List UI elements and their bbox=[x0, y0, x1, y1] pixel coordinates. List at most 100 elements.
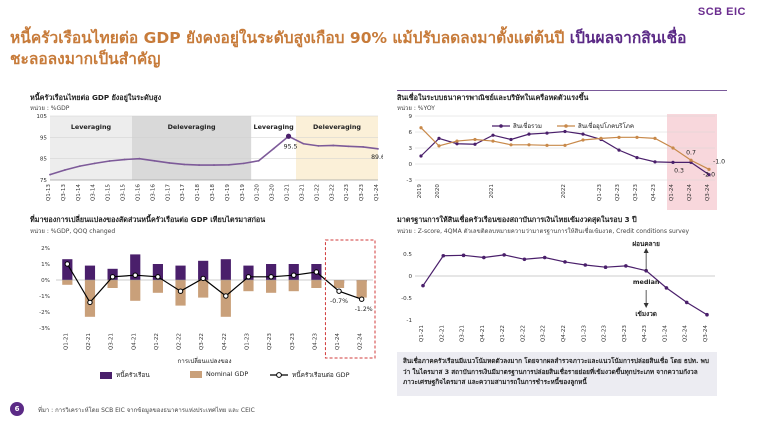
data-point bbox=[664, 286, 669, 290]
data-point bbox=[242, 162, 245, 165]
x-tick-label: Q2-21 bbox=[86, 333, 92, 351]
tl-title: หนี้ครัวเรือนไทยต่อ GDP ยังอยู่ในระดับสู… bbox=[30, 93, 162, 102]
bar-debt bbox=[266, 264, 277, 280]
legend-swatch-debt bbox=[100, 371, 112, 379]
bar-debt bbox=[175, 265, 186, 280]
x-tick-label: Q1-24 bbox=[662, 325, 668, 343]
bar-gdp bbox=[198, 280, 209, 298]
data-point bbox=[93, 162, 96, 165]
legend-swatch-gdp bbox=[190, 370, 202, 378]
annot-tightening: เข้มงวด bbox=[635, 309, 657, 318]
ratio-point bbox=[336, 288, 342, 294]
x-tick-label: Q2-24 bbox=[687, 184, 693, 202]
y-tick-label: 0% bbox=[41, 278, 50, 284]
data-point bbox=[123, 158, 126, 161]
data-point bbox=[545, 143, 549, 147]
data-point bbox=[183, 163, 186, 166]
data-point bbox=[78, 165, 81, 168]
bar-gdp bbox=[84, 280, 96, 317]
x-tick-label: Q1-21 bbox=[419, 325, 425, 343]
legend-label-consumer: สินเชื่ออุปโภคบริโภค bbox=[578, 122, 634, 130]
x-tick-label: Q2-23 bbox=[615, 184, 621, 202]
y-tick-label: 105 bbox=[36, 114, 47, 120]
y-tick-label: 9 bbox=[408, 114, 412, 120]
x-tick-label: Q2-21 bbox=[439, 325, 445, 343]
y-tick-label: 75 bbox=[40, 178, 48, 184]
data-point bbox=[545, 131, 549, 135]
x-tick-label: Q1-21 bbox=[285, 184, 291, 202]
data-point bbox=[347, 145, 350, 148]
data-point bbox=[228, 163, 230, 166]
bar-gdp bbox=[130, 280, 141, 301]
legend-label-gdp: Nominal GDP bbox=[206, 370, 249, 378]
annot-total-q3: -2.0 bbox=[703, 172, 715, 179]
ratio-point bbox=[291, 272, 297, 278]
x-tick-label: Q3-23 bbox=[359, 184, 365, 202]
x-axis-title: การเปลี่ยนแปลงของ bbox=[178, 357, 232, 364]
data-point bbox=[138, 157, 141, 160]
data-point bbox=[653, 160, 657, 164]
tl-unit: หน่วย : %GDP bbox=[30, 105, 70, 112]
data-point bbox=[522, 257, 527, 262]
x-tick-label: Q1-15 bbox=[106, 184, 112, 202]
x-tick-label: 2020 bbox=[435, 184, 441, 199]
x-tick-label: Q3-21 bbox=[109, 333, 115, 351]
data-point bbox=[502, 253, 506, 257]
y-tick-label: -3 bbox=[406, 178, 412, 184]
data-point bbox=[473, 137, 477, 142]
x-tick-label: Q2-24 bbox=[683, 325, 689, 343]
x-tick-label: Q2-22 bbox=[177, 333, 183, 350]
data-point bbox=[653, 136, 657, 140]
x-tick-label: Q4-22 bbox=[561, 325, 567, 342]
bar-gdp bbox=[288, 280, 299, 292]
bar-gdp bbox=[266, 280, 277, 293]
data-point bbox=[563, 129, 567, 134]
bar-debt bbox=[288, 264, 299, 280]
y-tick-label: -1% bbox=[39, 294, 50, 300]
y-tick-label: -3% bbox=[39, 326, 50, 332]
tr-title: สินเชื่อในระบบธนาคารพาณิชย์และบริษัทในเค… bbox=[397, 93, 589, 102]
annot-total-q2: 0.3 bbox=[674, 167, 684, 174]
y-tick-label: 0 bbox=[408, 274, 412, 280]
data-point bbox=[332, 144, 335, 147]
y-tick-label: 2% bbox=[41, 246, 50, 252]
y-tick-label: -0.5 bbox=[401, 296, 412, 302]
ratio-point bbox=[64, 261, 71, 267]
data-point bbox=[198, 164, 200, 166]
data-point bbox=[603, 265, 608, 269]
data-point bbox=[317, 144, 320, 147]
data-point bbox=[153, 159, 156, 162]
highlight-box bbox=[324, 239, 376, 359]
data-point bbox=[441, 253, 446, 258]
data-point bbox=[527, 132, 531, 136]
headline-part1: หนี้ครัวเรือนไทยต่อ GDP ยังคงอยู่ในระดับ… bbox=[10, 29, 565, 47]
x-tick-label: Q1-13 bbox=[46, 184, 52, 202]
data-point bbox=[491, 139, 495, 143]
last-value-label: 89.6 bbox=[371, 154, 383, 161]
data-point bbox=[49, 173, 51, 176]
data-point bbox=[421, 283, 425, 288]
data-point bbox=[473, 142, 477, 146]
x-tick-label: Q2-23 bbox=[602, 325, 608, 343]
x-tick-label: Q3-17 bbox=[180, 184, 186, 202]
region-label: Leveraging bbox=[71, 123, 112, 131]
ratio-line bbox=[66, 263, 362, 304]
bar-gdp bbox=[243, 280, 254, 292]
annot-consumer-q3: -1.0 bbox=[713, 158, 725, 165]
data-point bbox=[581, 138, 585, 142]
series-line bbox=[420, 130, 710, 176]
data-point bbox=[563, 260, 567, 264]
annot-consumer-q2: 0.7 bbox=[686, 149, 696, 156]
data-point bbox=[509, 143, 513, 147]
data-point bbox=[635, 135, 639, 139]
annot-easing: ผ่อนคลาย bbox=[632, 240, 660, 248]
y-tick-label: -1 bbox=[406, 318, 412, 324]
x-tick-label: Q3-19 bbox=[240, 184, 246, 202]
ratio-point bbox=[358, 296, 365, 302]
data-point bbox=[617, 148, 621, 152]
x-tick-label: Q4-23 bbox=[312, 333, 318, 351]
ratio-point bbox=[313, 269, 320, 275]
bar-gdp bbox=[107, 280, 118, 288]
data-point bbox=[635, 156, 639, 160]
x-tick-label: Q1-23 bbox=[581, 325, 587, 343]
